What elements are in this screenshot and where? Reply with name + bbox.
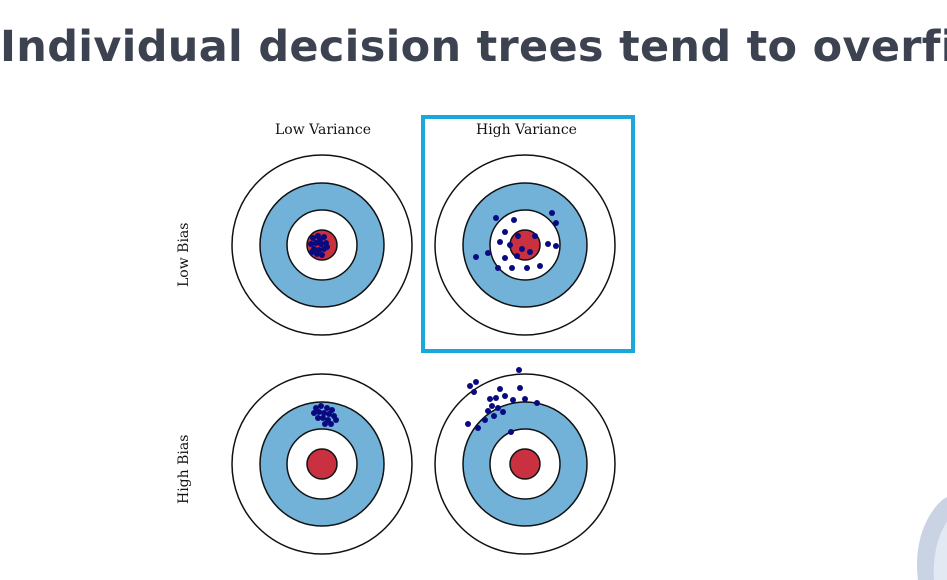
target-low-bias-high-variance: [434, 154, 616, 336]
slide-title: Individual decision trees tend to overfi…: [0, 22, 947, 72]
dot-scatter: [465, 367, 540, 435]
dot-scatter: [473, 210, 559, 271]
dot-cluster: [311, 403, 339, 427]
target-high-bias-high-variance: [434, 367, 616, 555]
presenter-figure: [917, 497, 947, 580]
column-label-high-variance: High Variance: [476, 122, 577, 138]
column-label-low-variance: Low Variance: [275, 122, 371, 138]
target-high-bias-low-variance: [231, 373, 413, 555]
target-low-bias-low-variance: [231, 154, 413, 336]
dot-cluster: [308, 233, 330, 258]
highlight-box-high-variance: [421, 115, 635, 353]
